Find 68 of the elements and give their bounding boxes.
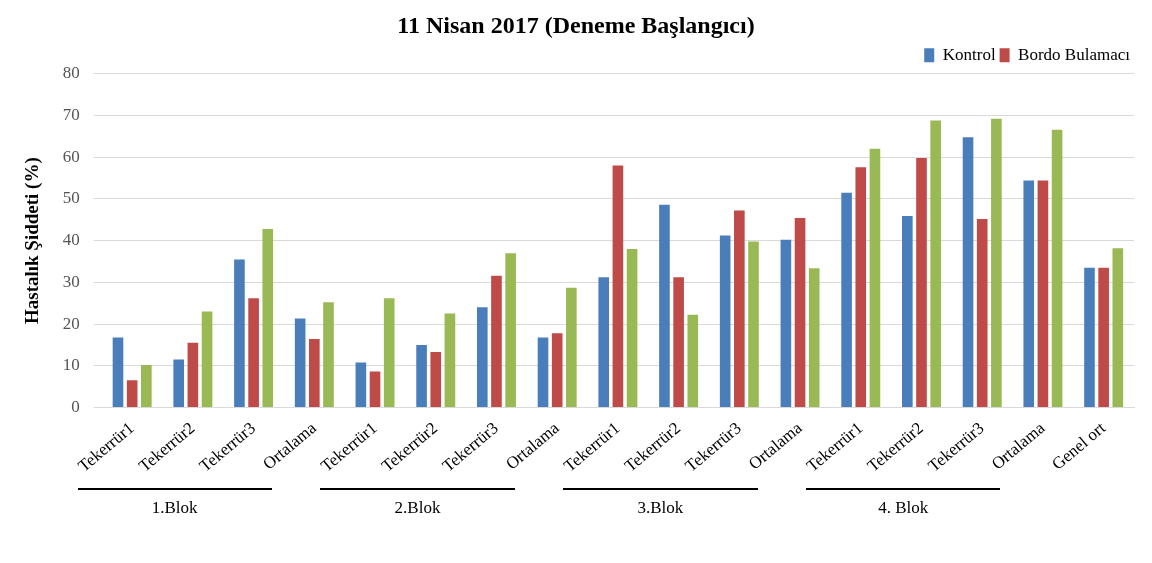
bar [962, 137, 974, 407]
y-tick-label: 80 [62, 63, 80, 83]
bar [444, 313, 456, 407]
bar [323, 302, 334, 407]
bar [566, 287, 577, 407]
bar [112, 337, 124, 407]
y-tick-label: 70 [62, 104, 80, 124]
y-tick-label: 10 [62, 355, 80, 375]
bar [916, 158, 927, 407]
bar [673, 277, 684, 407]
y-tick-label: 40 [62, 230, 80, 250]
bar [126, 380, 138, 407]
bar [626, 248, 638, 407]
y-tick-label: 30 [62, 271, 80, 291]
bar [794, 218, 806, 407]
bar [416, 344, 427, 407]
legend-label: Bordo Bulamacı [1018, 44, 1131, 64]
bar [1037, 180, 1049, 407]
bar [309, 339, 320, 407]
bar [930, 120, 941, 407]
bar [1112, 248, 1124, 407]
bar [687, 314, 699, 407]
bar [201, 311, 213, 407]
bar [1098, 267, 1109, 407]
bar [294, 318, 306, 407]
bar [551, 333, 563, 407]
bar [369, 371, 381, 407]
bar [141, 364, 152, 407]
bar [841, 192, 852, 407]
y-tick-label: 50 [62, 188, 80, 208]
bar [659, 204, 670, 407]
bar [1051, 129, 1063, 407]
bar [719, 235, 731, 407]
bar [991, 118, 1002, 407]
bar [1023, 180, 1035, 407]
y-tick-label: 0 [71, 396, 80, 416]
bar [505, 253, 516, 407]
legend-label: Kontrol [942, 44, 996, 64]
y-axis-title: Hastalık Şiddeti (%) [21, 157, 44, 325]
bar [855, 167, 867, 407]
bar [869, 148, 881, 407]
bar [430, 351, 442, 407]
bar [173, 359, 185, 407]
bar [598, 277, 610, 407]
bar [262, 228, 274, 407]
bar [976, 218, 988, 407]
y-tick-label: 60 [62, 146, 80, 166]
bar [612, 165, 624, 407]
text: 3.Blok [636, 498, 685, 518]
bar [537, 337, 549, 407]
bar [476, 307, 488, 407]
bar [780, 239, 792, 407]
bar [248, 298, 259, 407]
bar [355, 362, 367, 407]
bar [1084, 267, 1095, 407]
bar [902, 216, 913, 407]
text: 4. Blok [877, 498, 930, 518]
bar [748, 241, 759, 407]
bar [383, 298, 395, 407]
bar [808, 268, 820, 407]
bar [491, 275, 502, 407]
bar [234, 259, 245, 407]
chart-title: 11 Nisan 2017 (Deneme Başlangıcı) [397, 11, 755, 38]
y-tick-label: 20 [62, 313, 80, 333]
bar [187, 342, 199, 407]
text: 2.Blok [393, 498, 442, 518]
bar [734, 210, 745, 407]
text: 1.Blok [150, 498, 199, 518]
